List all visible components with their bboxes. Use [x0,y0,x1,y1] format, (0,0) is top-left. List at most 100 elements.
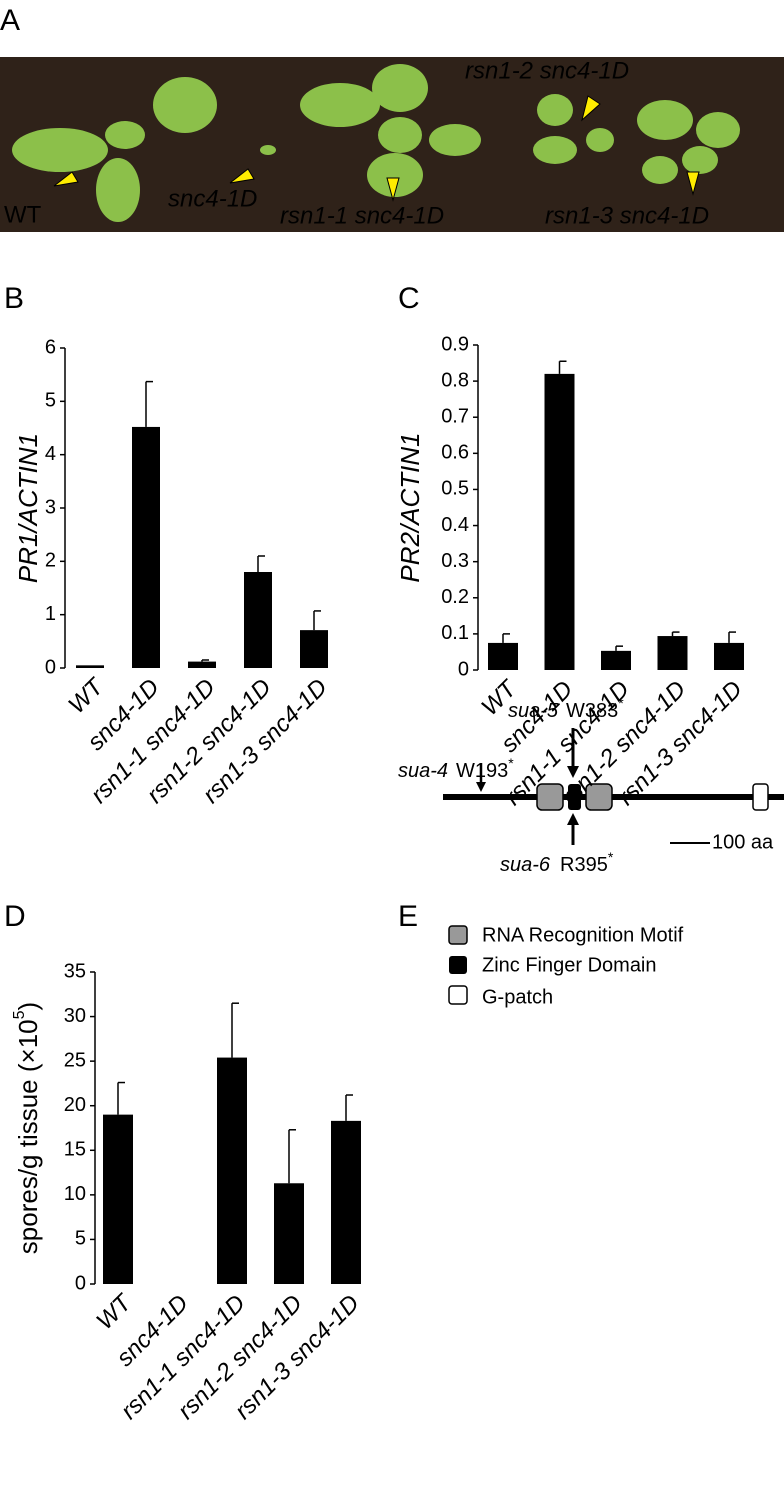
legend-swatch [448,925,468,945]
y-tick-label: 5 [45,390,56,412]
stop-mark: * [508,755,514,771]
arrow-head [567,813,579,825]
photo-labels: WT snc4-1D rsn1-1 snc4-1D rsn1-2 snc4-1D… [4,57,709,229]
plant-leaf [642,156,678,184]
photo-label: snc4-1D [168,185,257,212]
bar [132,426,160,668]
y-axis-label: PR1/ACTIN1 [13,433,43,583]
bar [331,1120,361,1284]
plant-leaf [637,100,693,140]
plant-leaf [682,146,718,174]
rrm-domain [585,783,613,811]
plant-leaf [300,83,380,127]
y-axis-label: spores/g tissue (×105) [11,1002,43,1254]
legend-label: RNA Recognition Motif [482,924,684,946]
stop-mark: * [618,695,624,711]
bar [76,665,104,668]
change: W383 [566,700,618,722]
y-tick-label: 20 [64,1094,86,1116]
y-tick-label: 1 [45,603,56,625]
scale-label: 100 aa [712,831,774,853]
y-tick-label: 2 [45,550,56,572]
bar [188,661,216,668]
y-tick-label: 35 [64,960,86,982]
y-tick-label: 0 [75,1272,86,1294]
allele: sua-6 [500,854,551,876]
y-tick-label: 0 [458,658,469,680]
stop-mark: * [608,849,614,865]
y-axis-label-part: PR2/ACTIN1 [395,432,425,582]
allele: sua-4 [398,760,448,782]
allele: sua-5 [508,700,559,722]
bar [244,572,272,668]
plant-leaf [96,158,140,222]
mutation-label: sua-4 W193* [398,755,514,783]
y-tick-label: 4 [45,443,56,465]
plant-leaf [105,121,145,149]
bar [488,642,518,670]
bar-chart: 00.10.20.30.40.50.60.70.80.9PR2/ACTIN1WT… [395,333,748,810]
mutation-label: sua-6 R395* [500,849,614,877]
y-axis-label-part: spores/g tissue (×10 [13,1019,43,1254]
y-axis-label: PR2/ACTIN1 [395,432,425,582]
arrowhead [686,171,700,196]
y-tick-label: 5 [75,1228,86,1250]
y-tick-label: 15 [64,1139,86,1161]
photo-label: WT [4,201,42,228]
y-tick-label: 0.2 [441,586,469,608]
photo-label: rsn1-2 snc4-1D [465,57,629,84]
arrowhead [581,95,601,122]
y-tick-label: 10 [64,1183,86,1205]
bar [714,642,744,670]
plant-leaf [153,77,217,133]
panel-label: E [398,900,418,933]
arrow-head [476,782,486,792]
y-tick-label: 0.3 [441,550,469,572]
plant-leaf [586,128,614,152]
legend-label: G-patch [482,986,553,1008]
y-tick-label: 0.8 [441,369,469,391]
y-tick-label: 0.6 [441,442,469,464]
plant-leaf [537,94,573,126]
arrowhead [386,177,400,202]
bar [544,373,575,670]
zinc-finger-domain [568,784,581,810]
plant-leaf [533,136,577,164]
y-tick-label: 3 [45,496,56,518]
photo: WT snc4-1D rsn1-1 snc4-1D rsn1-2 snc4-1D… [0,57,784,232]
y-axis-label-part: ) [13,1002,43,1011]
change: R395 [560,854,608,876]
plant-leaf [12,128,108,172]
y-tick-label: 0.1 [441,622,469,644]
panel-label: D [4,900,26,933]
panel-label: A [0,4,20,37]
bar [103,1114,133,1284]
g-patch-domain [752,783,769,811]
bar [217,1057,247,1284]
legend-label: Zinc Finger Domain [482,954,657,976]
rrm-domain [536,783,564,811]
arrowhead [53,171,79,187]
bar [601,650,631,670]
plant-leaf [378,117,422,153]
y-axis-label-part: PR1/ACTIN1 [13,433,43,583]
legend-swatch [448,985,468,1005]
y-tick-label: 0.4 [441,514,469,536]
arrowheads [53,95,700,202]
plant-leaf [429,124,481,156]
arrow-head [567,766,579,778]
plant-leaf [372,64,428,112]
bar [300,630,328,668]
y-tick-label: 0 [45,656,56,678]
y-tick-label: 0.9 [441,333,469,355]
y-axis-label-part: 5 [11,1010,28,1019]
y-tick-label: 30 [64,1005,86,1027]
y-tick-label: 0.5 [441,478,469,500]
legend-swatch [449,956,467,974]
mutation-label: sua-5 W383* [508,695,624,723]
y-tick-label: 25 [64,1049,86,1071]
bar [657,636,688,670]
bar [274,1183,304,1284]
